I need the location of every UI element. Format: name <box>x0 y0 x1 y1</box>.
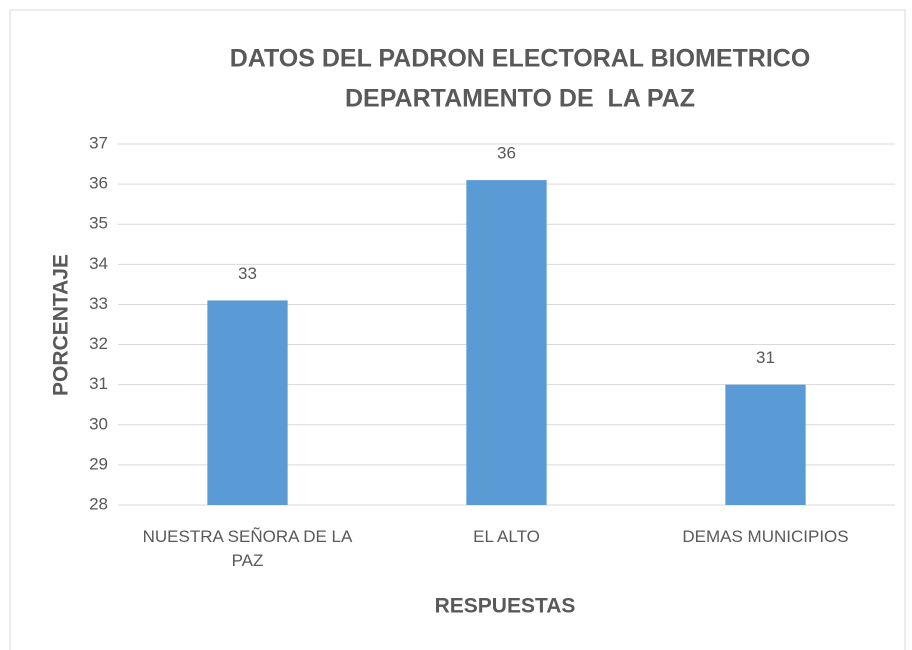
x-tick-label: DEMAS MUNICIPIOS <box>682 527 849 546</box>
y-tick-label: 35 <box>89 214 108 233</box>
x-tick-label: EL ALTO <box>473 527 540 546</box>
bar <box>466 180 547 505</box>
y-tick-label: 30 <box>89 414 108 433</box>
x-tick-label: NUESTRA SEÑORA DE LA PAZ <box>142 527 353 570</box>
x-axis-label: RESPUESTAS <box>435 595 576 618</box>
y-tick-label: 34 <box>89 254 108 273</box>
y-tick-label: 33 <box>89 294 108 313</box>
bar <box>207 300 288 505</box>
chart-frame <box>9 9 906 650</box>
bar <box>725 384 806 505</box>
y-tick-label: 32 <box>89 334 108 353</box>
data-label: 36 <box>497 144 516 163</box>
data-label: 33 <box>238 264 257 283</box>
chart-title: DATOS DEL PADRON ELECTORAL BIOMETRICO <box>230 45 811 73</box>
y-axis-label: PORCENTAJE <box>50 254 73 396</box>
y-tick-label: 36 <box>89 174 108 193</box>
y-tick-label: 29 <box>89 454 108 473</box>
data-label: 31 <box>756 348 775 367</box>
y-tick-label: 37 <box>89 133 108 152</box>
chart-title: DEPARTAMENTO DE LA PAZ <box>345 85 695 113</box>
y-tick-label: 28 <box>89 494 108 513</box>
y-tick-label: 31 <box>89 374 108 393</box>
